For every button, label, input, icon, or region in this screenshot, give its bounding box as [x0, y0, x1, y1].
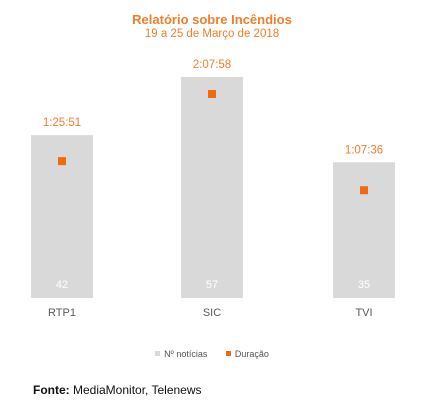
legend-swatch-duracao — [225, 351, 231, 357]
duration-marker-sic — [208, 90, 216, 98]
legend-item-duracao: Duração — [225, 349, 269, 359]
chart-legend: Nº notícias Duração — [0, 349, 424, 359]
bar-value-label-tvi: 35 — [358, 279, 370, 291]
legend-label-noticias: Nº notícias — [164, 349, 208, 359]
category-label-rtp1: RTP1 — [48, 307, 76, 319]
legend-swatch-noticias — [155, 351, 161, 357]
bar-sic — [181, 77, 243, 298]
duration-marker-rtp1 — [58, 157, 66, 166]
source-text: MediaMonitor, Telenews — [73, 383, 202, 397]
duration-label-sic: 2:07:58 — [193, 59, 231, 71]
chart-subtitle: 19 a 25 de Março de 2018 — [144, 28, 280, 40]
bar-value-label-sic: 57 — [206, 279, 218, 291]
bar-value-label-rtp1: 42 — [56, 279, 68, 291]
legend-item-noticias: Nº notícias — [155, 349, 207, 359]
category-label-sic: SIC — [203, 307, 221, 319]
chart-title: Relatório sobre Incêndios — [132, 12, 292, 27]
category-label-tvi: TVI — [355, 307, 372, 319]
source-note: Fonte: MediaMonitor, Telenews — [33, 383, 202, 397]
duration-label-rtp1: 1:25:51 — [43, 117, 81, 129]
duration-label-tvi: 1:07:36 — [345, 144, 383, 156]
legend-label-duracao: Duração — [234, 349, 269, 359]
bar-tvi — [333, 162, 395, 298]
duration-marker-tvi — [360, 186, 368, 195]
chart-plot: 42 1:25:51 RTP1 57 2:07:58 SIC 35 1:07:36 TVI — [31, 59, 395, 319]
source-label: Fonte: — [33, 383, 70, 397]
